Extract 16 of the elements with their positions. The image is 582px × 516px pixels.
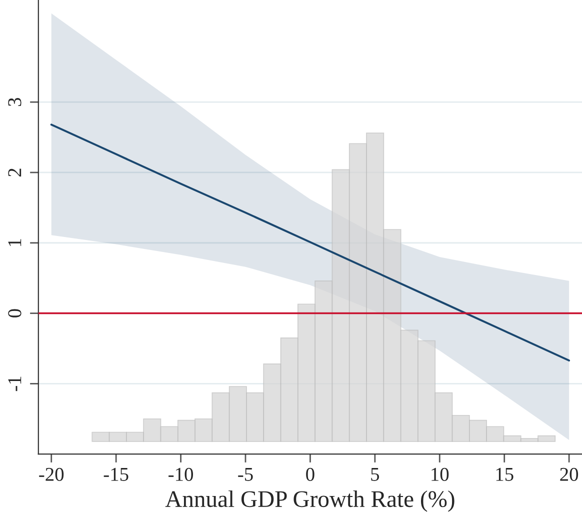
x-tick-label: 5 [371, 468, 380, 481]
x-tick-label: 20 [560, 468, 578, 481]
x-tick-label: -5 [238, 468, 253, 481]
y-tick-label: 0 [8, 309, 22, 318]
x-tick-label: 0 [306, 468, 314, 481]
x-tick-label: 15 [496, 468, 514, 481]
x-tick-label: -10 [168, 468, 193, 481]
line-series [50, 124, 570, 362]
x-tick-label: -15 [104, 468, 128, 481]
x-tick-label: 10 [432, 468, 449, 481]
y-tick-label: 3 [8, 98, 22, 106]
x-tick-label: -20 [39, 468, 64, 481]
y-tick-label: -1 [8, 376, 22, 392]
y-tick-label: 2 [8, 168, 22, 176]
y-tick-label: 1 [8, 239, 22, 246]
x-axis-title: Annual GDP Growth Rate (%) [165, 490, 454, 512]
